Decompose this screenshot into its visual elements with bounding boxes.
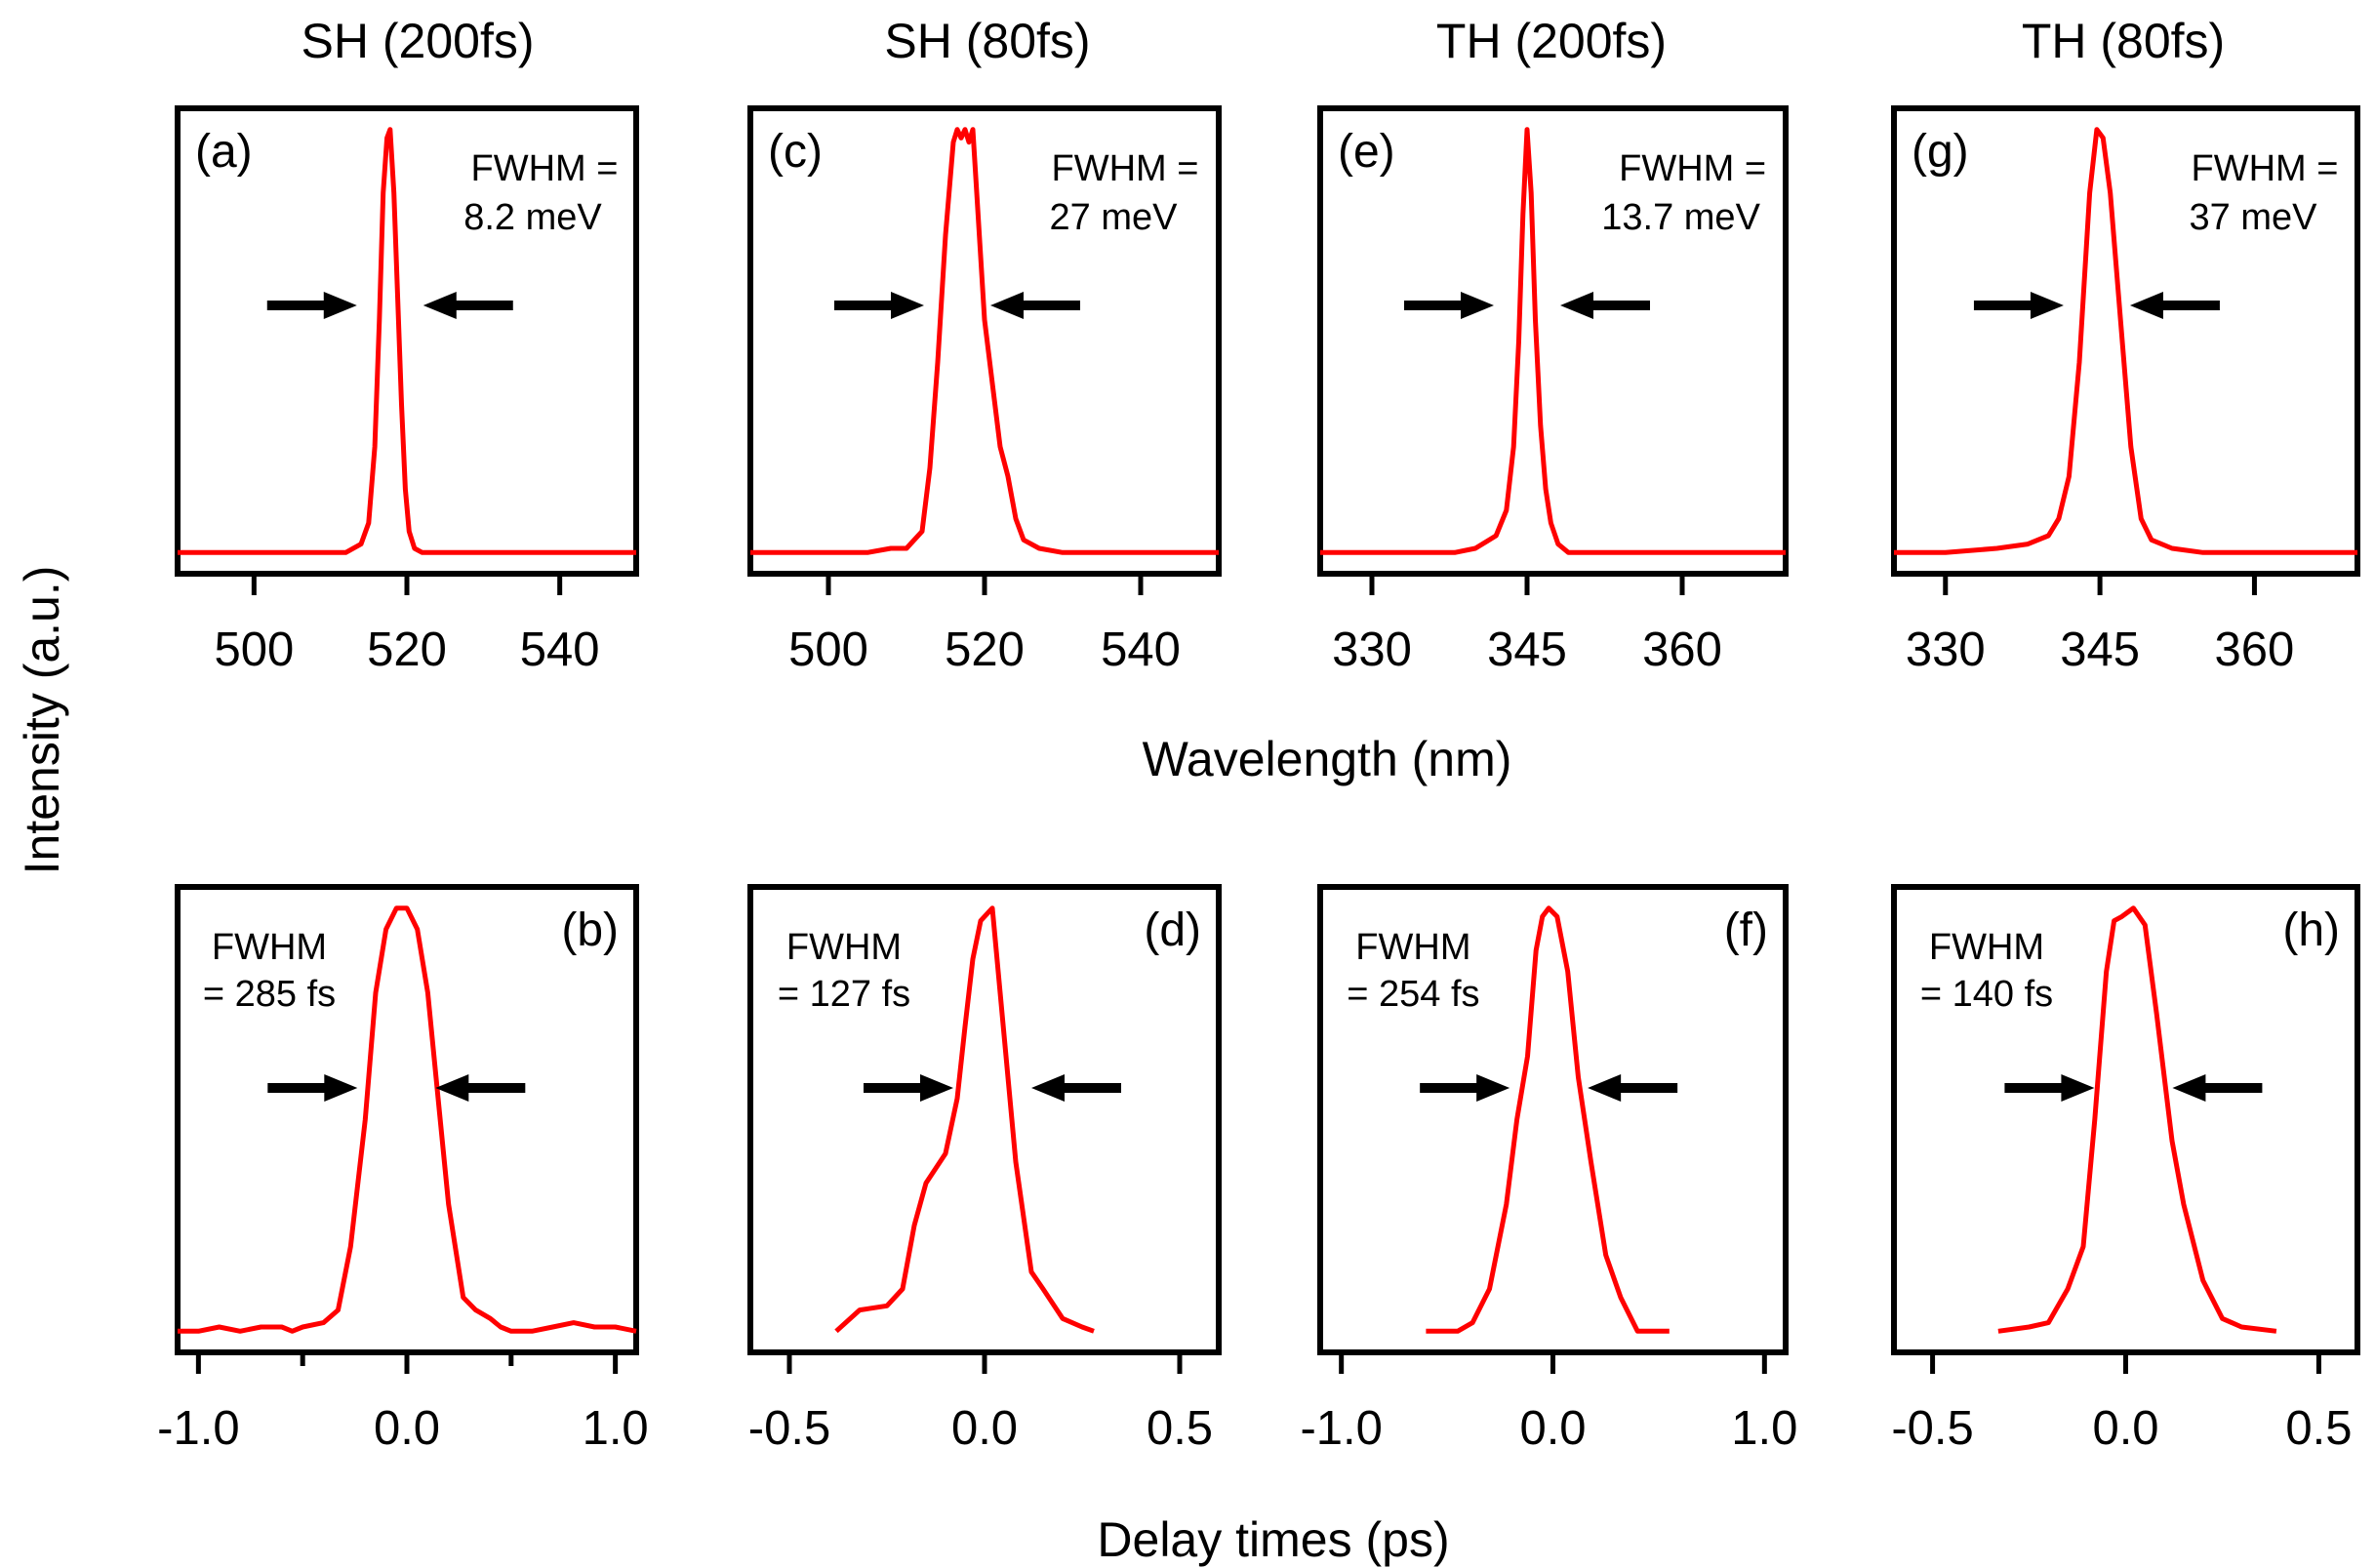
x-tick-label: 500 <box>214 623 294 676</box>
fwhm-label-line1: FWHM <box>212 927 327 968</box>
panel-g: TH (80fs) 330 345 360 (g) FWHM = 37 meV <box>1891 14 2360 676</box>
x-tick-label: 330 <box>1332 623 1412 676</box>
fwhm-label-line2: = 254 fs <box>1347 974 1479 1015</box>
fwhm-label-line1: FWHM = <box>1619 148 1766 189</box>
x-tick-label: 345 <box>2060 623 2140 676</box>
plot-frame <box>1891 105 2360 577</box>
x-tick-label: 500 <box>788 623 868 676</box>
x-tick-label: -0.5 <box>1891 1402 1973 1455</box>
column-title: SH (80fs) <box>884 14 1090 68</box>
x-tick-label: 1.0 <box>1731 1402 1797 1455</box>
panel-a: SH (200fs) 500 520 540 (a) FWHM = 8.2 meV <box>175 14 639 676</box>
x-tick-label: 360 <box>1642 623 1722 676</box>
fwhm-label-line1: FWHM = <box>2192 148 2339 189</box>
panel-b: -1.0 0.0 1.0 (b) FWHM = 285 fs <box>157 884 649 1455</box>
panel-label: (d) <box>1144 905 1201 956</box>
fwhm-arrow-left-icon <box>423 292 513 319</box>
data-line <box>178 127 636 555</box>
fwhm-label-line2: 37 meV <box>2190 197 2318 238</box>
fwhm-arrow-left-icon <box>1588 1074 1678 1102</box>
fwhm-label-line2: 8.2 meV <box>463 197 602 238</box>
x-tick-label: -0.5 <box>748 1402 830 1455</box>
panel-label: (e) <box>1338 126 1395 178</box>
fwhm-arrow-left-icon <box>2172 1074 2263 1102</box>
data-line <box>1894 127 2357 555</box>
data-line <box>750 127 1219 555</box>
fwhm-arrow-left-icon <box>1031 1074 1121 1102</box>
fwhm-arrow-right-icon <box>864 1074 953 1102</box>
panel-h: -0.5 0.0 0.5 (h) FWHM = 140 fs <box>1891 884 2360 1455</box>
fwhm-arrow-right-icon <box>266 292 357 319</box>
fwhm-label-line2: 13.7 meV <box>1601 197 1760 238</box>
plot-frame <box>1317 105 1789 577</box>
x-tick-label: -1.0 <box>1300 1402 1382 1455</box>
panel-label: (g) <box>1912 126 1969 178</box>
panel-e: TH (200fs) 330 345 360 (e) FWHM = 13.7 meV <box>1317 14 1789 676</box>
fwhm-arrow-left-icon <box>990 292 1080 319</box>
x-tick-label: 0.5 <box>2285 1402 2352 1455</box>
fwhm-arrow-right-icon <box>267 1074 358 1102</box>
x-tick-label: 540 <box>1101 623 1181 676</box>
fwhm-label-line1: FWHM = <box>471 148 619 189</box>
x-tick-label: 520 <box>945 623 1025 676</box>
x-tick-label: 540 <box>520 623 600 676</box>
fwhm-label-line2: = 285 fs <box>203 974 336 1015</box>
fwhm-label-line2: = 140 fs <box>1920 974 2053 1015</box>
column-title: TH (80fs) <box>2022 14 2225 68</box>
data-line <box>1426 905 1670 1334</box>
x-tick-label: 1.0 <box>583 1402 649 1455</box>
data-line <box>1997 905 2277 1334</box>
data-line <box>178 905 637 1334</box>
x-tick-label: 520 <box>367 623 447 676</box>
data-line <box>834 905 1095 1334</box>
panel-f: -1.0 0.0 1.0 (f) FWHM = 254 fs <box>1300 884 1797 1455</box>
panel-label: (b) <box>561 905 619 956</box>
x-tick-label: 0.0 <box>1519 1402 1586 1455</box>
x-axis-title-delay: Delay times (ps) <box>1097 1512 1449 1567</box>
fwhm-label-line2: = 127 fs <box>778 974 910 1015</box>
column-title: SH (200fs) <box>302 14 535 68</box>
column-title: TH (200fs) <box>1436 14 1667 68</box>
fwhm-arrow-left-icon <box>435 1074 526 1102</box>
x-tick-label: 0.0 <box>2092 1402 2158 1455</box>
x-tick-label: 0.5 <box>1147 1402 1213 1455</box>
fwhm-arrow-right-icon <box>2004 1074 2095 1102</box>
fwhm-label-line1: FWHM = <box>1052 148 1199 189</box>
panel-label: (f) <box>1724 905 1768 956</box>
panel-d: -0.5 0.0 0.5 (d) FWHM = 127 fs <box>747 884 1222 1455</box>
fwhm-label-line1: FWHM <box>1929 927 2044 968</box>
y-axis-title: Intensity (a.u.) <box>15 566 69 875</box>
fwhm-arrow-right-icon <box>1420 1074 1510 1102</box>
fwhm-arrow-left-icon <box>1560 292 1650 319</box>
panel-c: SH (80fs) 500 520 540 (c) FWHM = 27 meV <box>747 14 1222 676</box>
panel-label: (c) <box>768 126 823 178</box>
x-tick-label: 360 <box>2215 623 2295 676</box>
data-line <box>1320 127 1786 555</box>
x-tick-label: 0.0 <box>951 1402 1018 1455</box>
x-axis-title-wavelength: Wavelength (nm) <box>1143 732 1512 786</box>
x-tick-label: 345 <box>1487 623 1567 676</box>
panels: SH (200fs) 500 520 540 (a) FWHM = 8.2 meV SH (8… <box>157 14 2360 1455</box>
fwhm-label-line2: 27 meV <box>1050 197 1179 238</box>
fwhm-label-line1: FWHM <box>786 927 902 968</box>
x-tick-label: -1.0 <box>157 1402 239 1455</box>
fwhm-arrow-right-icon <box>1404 292 1494 319</box>
x-tick-label: 330 <box>1906 623 1986 676</box>
panel-label: (h) <box>2282 905 2340 956</box>
panel-label: (a) <box>195 126 253 178</box>
fwhm-arrow-right-icon <box>834 292 924 319</box>
fwhm-arrow-left-icon <box>2129 292 2220 319</box>
fwhm-arrow-right-icon <box>1973 292 2064 319</box>
fwhm-label-line1: FWHM <box>1355 927 1470 968</box>
x-tick-label: 0.0 <box>374 1402 440 1455</box>
